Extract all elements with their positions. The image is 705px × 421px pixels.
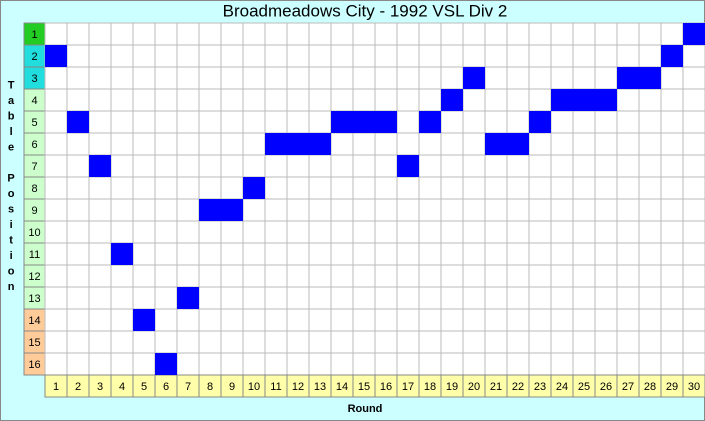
x-tick-label: 1 xyxy=(53,381,59,393)
x-tick-label: 3 xyxy=(97,381,103,393)
position-mark xyxy=(639,67,661,89)
x-tick-label: 29 xyxy=(666,381,678,393)
y-tick-label: 3 xyxy=(31,73,37,85)
y-tick-label: 9 xyxy=(31,205,37,217)
position-mark xyxy=(309,133,331,155)
chart-title: Broadmeadows City - 1992 VSL Div 2 xyxy=(223,1,508,20)
position-mark xyxy=(45,45,67,67)
x-tick-label: 25 xyxy=(578,381,590,393)
position-mark xyxy=(177,287,199,309)
y-tick-label: 4 xyxy=(31,95,37,107)
position-mark xyxy=(111,243,133,265)
x-tick-label: 22 xyxy=(512,381,524,393)
y-tick-label: 16 xyxy=(28,359,40,371)
x-tick-label: 14 xyxy=(336,381,348,393)
x-tick-label: 12 xyxy=(292,381,304,393)
position-mark xyxy=(661,45,683,67)
y-tick-label: 12 xyxy=(28,271,40,283)
x-tick-label: 21 xyxy=(490,381,502,393)
y-tick-label: 7 xyxy=(31,161,37,173)
position-mark xyxy=(265,133,287,155)
position-mark xyxy=(89,155,111,177)
y-axis-label: Table Position xyxy=(5,80,17,297)
y-tick-label: 13 xyxy=(28,293,40,305)
x-tick-label: 28 xyxy=(644,381,656,393)
x-tick-label: 7 xyxy=(185,381,191,393)
y-tick-label: 1 xyxy=(31,29,37,41)
position-mark xyxy=(617,67,639,89)
x-tick-label: 19 xyxy=(446,381,458,393)
x-tick-label: 11 xyxy=(270,381,281,393)
position-mark xyxy=(397,155,419,177)
position-mark xyxy=(529,111,551,133)
position-mark xyxy=(133,309,155,331)
x-tick-label: 17 xyxy=(402,381,414,393)
position-mark xyxy=(67,111,89,133)
position-mark xyxy=(463,67,485,89)
position-mark xyxy=(485,133,507,155)
position-mark xyxy=(199,199,221,221)
position-mark xyxy=(441,89,463,111)
position-mark xyxy=(375,111,397,133)
y-tick-label: 14 xyxy=(28,315,40,327)
x-tick-label: 27 xyxy=(622,381,634,393)
position-mark xyxy=(243,177,265,199)
position-mark xyxy=(287,133,309,155)
position-mark xyxy=(331,111,353,133)
x-tick-label: 20 xyxy=(468,381,480,393)
position-mark xyxy=(155,353,177,375)
x-tick-label: 6 xyxy=(163,381,169,393)
x-tick-label: 9 xyxy=(229,381,235,393)
y-tick-label: 10 xyxy=(28,227,40,239)
position-mark xyxy=(683,23,705,45)
x-tick-label: 23 xyxy=(534,381,546,393)
x-tick-label: 8 xyxy=(207,381,213,393)
position-mark xyxy=(507,133,529,155)
x-tick-label: 30 xyxy=(688,381,700,393)
x-tick-label: 2 xyxy=(75,381,81,393)
x-tick-label: 16 xyxy=(380,381,392,393)
position-mark xyxy=(551,89,573,111)
position-mark xyxy=(353,111,375,133)
x-tick-label: 10 xyxy=(248,381,260,393)
position-mark xyxy=(221,199,243,221)
x-tick-label: 24 xyxy=(556,381,568,393)
x-tick-label: 4 xyxy=(119,381,125,393)
x-tick-label: 15 xyxy=(358,381,370,393)
x-tick-label: 26 xyxy=(600,381,612,393)
x-axis-label: Round xyxy=(348,403,383,415)
y-tick-label: 5 xyxy=(31,117,37,129)
x-tick-box xyxy=(682,374,705,398)
y-tick-label: 11 xyxy=(29,249,40,261)
x-tick-label: 5 xyxy=(141,381,147,393)
x-tick-label: 18 xyxy=(424,381,436,393)
position-mark xyxy=(595,89,617,111)
y-tick-label: 2 xyxy=(31,51,37,63)
x-tick-label: 13 xyxy=(314,381,326,393)
y-tick-label: 15 xyxy=(28,337,40,349)
y-tick-label: 8 xyxy=(31,183,37,195)
position-mark xyxy=(573,89,595,111)
y-tick-label: 6 xyxy=(31,139,37,151)
position-mark xyxy=(419,111,441,133)
